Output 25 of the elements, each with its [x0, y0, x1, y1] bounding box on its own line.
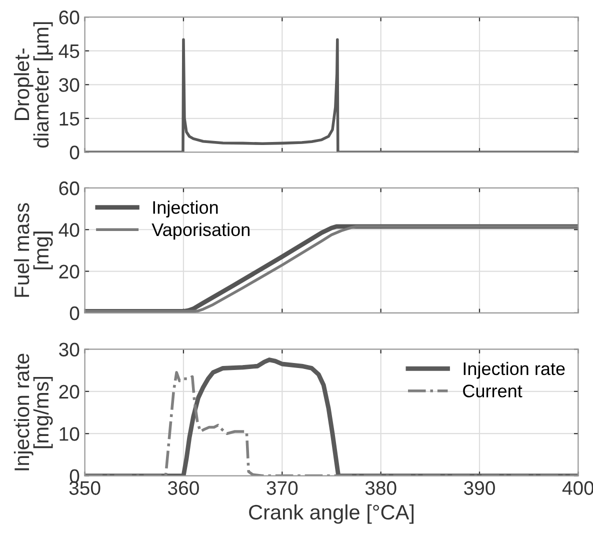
legend-label: Current [463, 384, 522, 398]
y-tick-label: 30 [59, 78, 80, 92]
y-tick-label: 15 [60, 112, 80, 126]
y-tick-label: 20 [59, 384, 80, 399]
y-tick-label: 10 [60, 427, 80, 441]
y-tick-label: 0 [70, 146, 80, 160]
legend-label: Vaporisation [152, 222, 250, 240]
x-axis-title: Crank angle [°CA] [249, 504, 414, 524]
x-tick-label: 380 [365, 481, 396, 495]
y-tick-label: 0 [70, 306, 80, 320]
y-axis-title: Injection rate [mg/ms] [14, 354, 53, 470]
legend-label: Injection rate [464, 362, 565, 379]
y-axis-title: Droplet- diameter [µm] [14, 22, 53, 148]
y-tick-label: 60 [59, 181, 80, 196]
x-tick-label: 390 [464, 481, 495, 495]
y-tick-label: 40 [58, 223, 80, 237]
y-axis-title: Fuel mass [mg] [14, 203, 53, 297]
x-tick-label: 360 [168, 481, 199, 495]
y-tick-label: 30 [59, 342, 80, 356]
x-tick-label: 370 [266, 481, 298, 495]
legend-label: Injection [153, 200, 218, 218]
y-tick-label: 45 [58, 44, 80, 58]
y-tick-label: 20 [59, 264, 80, 279]
x-tick-label: 350 [69, 481, 100, 495]
y-tick-label: 60 [59, 10, 80, 24]
